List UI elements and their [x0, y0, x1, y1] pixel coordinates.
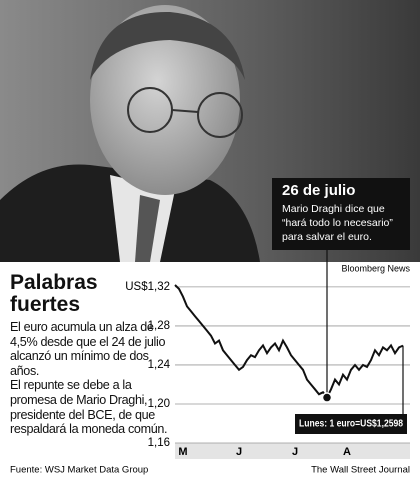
x-axis-band — [175, 443, 410, 459]
callout-line: “hará todo lo necesario” — [282, 217, 393, 229]
end-label: Lunes: 1 euro=US$1,2598 — [299, 419, 403, 430]
point — [321, 392, 333, 403]
source: Fuente: WSJ Market Data Group — [10, 465, 148, 476]
y-tick-label: 1,16 — [148, 437, 170, 449]
y-tick-label: 1,28 — [148, 320, 170, 332]
line — [174, 284, 404, 400]
y-tick-label: 1,20 — [148, 398, 170, 410]
x-tick-label: J — [236, 446, 242, 458]
x-tick-label: J — [292, 446, 298, 458]
y-tick-label: 1,24 — [148, 359, 171, 371]
callout-line: Mario Draghi dice que — [282, 203, 385, 215]
publisher: The Wall Street Journal — [311, 465, 410, 476]
x-tick-label: M — [178, 446, 187, 458]
credit: Bloomberg News — [341, 263, 410, 273]
description: El euro acumula un alza de 4,5% desde qu… — [10, 320, 172, 437]
paragraph: El repunte se debe a la promesa de Mario… — [10, 378, 168, 437]
callout-title: 26 de julio — [282, 182, 355, 199]
callout-line: para salvar el euro. — [282, 231, 372, 243]
y-tick-label: US$1,32 — [125, 281, 170, 293]
end-label-box — [295, 414, 407, 434]
x-tick-label: A — [343, 446, 351, 458]
title: Palabras fuertes — [10, 271, 98, 316]
callout: 26 de julio Mario Draghi dice que “hará … — [272, 178, 410, 250]
paragraph: El euro acumula un alza de 4,5% desde qu… — [10, 320, 166, 378]
photo — [0, 0, 420, 262]
